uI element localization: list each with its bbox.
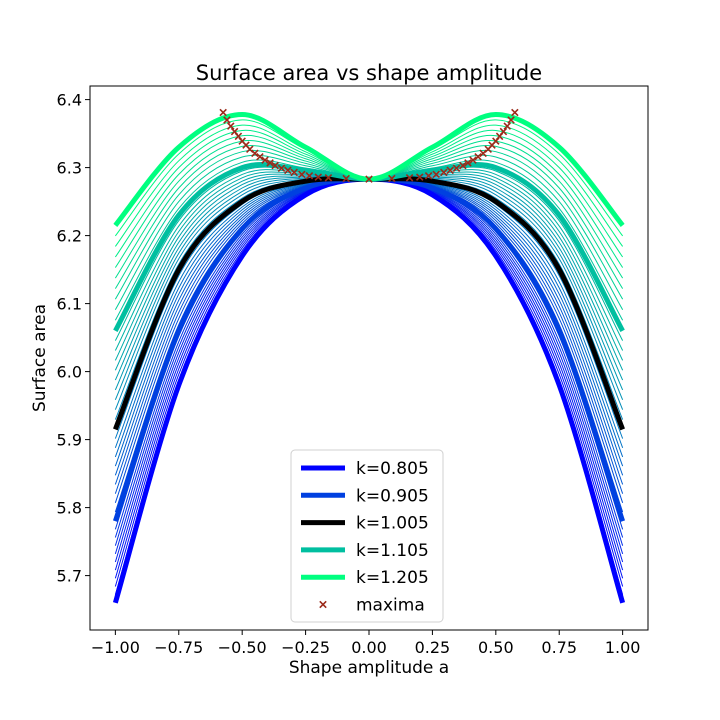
maxima-marker xyxy=(507,116,515,124)
maxima-marker xyxy=(305,171,314,180)
maxima-marker xyxy=(277,164,286,173)
maxima-marker xyxy=(314,173,323,181)
legend-label: k=1.205 xyxy=(356,568,429,588)
x-tick-label: −0.25 xyxy=(281,638,330,657)
series-line-5 xyxy=(113,112,625,227)
legend-label: k=0.805 xyxy=(356,459,429,479)
maxima-marker xyxy=(446,166,454,175)
maxima-marker xyxy=(415,173,424,181)
maxima-marker xyxy=(284,166,292,175)
maxima-marker xyxy=(432,170,440,179)
maxima-marker xyxy=(459,161,467,170)
x-tick-label: 0.00 xyxy=(351,638,387,657)
y-tick-label: 5.8 xyxy=(57,499,82,518)
maxima-markers-group xyxy=(219,108,519,183)
maxima-marker xyxy=(452,164,461,173)
x-tick-label: 0.50 xyxy=(478,638,514,657)
thin-curve xyxy=(114,145,624,289)
maxima-marker xyxy=(219,108,227,117)
x-tick-label: −0.75 xyxy=(154,638,203,657)
maxima-marker xyxy=(261,156,269,164)
y-tick-label: 5.7 xyxy=(57,567,82,586)
maxima-marker xyxy=(365,175,373,183)
y-axis: 5.7 5.8 5.9 6.0 6.1 6.2 6.3 6.4 xyxy=(57,91,90,586)
y-tick-label: 6.3 xyxy=(57,159,82,178)
legend-items: k=0.805 k=0.905 k=1.005 k=1.105 k=1.205 maxim… xyxy=(301,459,429,616)
maxima-marker xyxy=(464,159,472,167)
maxima-marker xyxy=(324,174,333,182)
maxima-marker xyxy=(290,168,298,177)
maxima-marker xyxy=(388,174,396,183)
legend: k=0.805 k=0.905 k=1.005 k=1.105 k=1.205 maxim… xyxy=(290,449,444,623)
y-tick-label: 6.1 xyxy=(57,295,82,314)
maxima-marker xyxy=(469,156,477,164)
maxima-marker xyxy=(256,152,264,161)
maxima-marker xyxy=(474,152,482,161)
maxima-marker xyxy=(424,171,433,180)
x-tick-label: 0.25 xyxy=(415,638,451,657)
y-tick-label: 6.0 xyxy=(57,363,82,382)
y-axis-label: Surface area xyxy=(30,304,50,412)
maxima-marker xyxy=(405,174,414,182)
chart-title: Surface area vs shape amplitude xyxy=(196,61,542,85)
legend-maxima-marker xyxy=(319,600,327,609)
maxima-marker xyxy=(511,108,519,117)
legend-label: k=1.105 xyxy=(356,541,429,561)
maxima-marker xyxy=(499,127,508,136)
maxima-marker xyxy=(298,170,306,179)
maxima-marker xyxy=(251,149,259,158)
y-tick-label: 6.2 xyxy=(57,227,82,246)
x-axis-label: Shape amplitude a xyxy=(289,658,449,678)
thin-curve xyxy=(114,178,624,494)
x-tick-label: 0.75 xyxy=(541,638,577,657)
maxima-marker xyxy=(266,159,274,167)
maxima-marker xyxy=(271,161,279,170)
legend-label: k=1.005 xyxy=(356,514,429,534)
maxima-marker xyxy=(503,122,511,130)
y-tick-label: 6.4 xyxy=(57,91,82,110)
thin-curve xyxy=(114,139,624,279)
legend-label: maxima xyxy=(356,596,425,616)
maxima-marker xyxy=(440,168,448,177)
x-tick-label: −0.50 xyxy=(218,638,267,657)
x-tick-label: 1.00 xyxy=(605,638,641,657)
maxima-marker xyxy=(223,116,231,124)
y-tick-label: 5.9 xyxy=(57,431,82,450)
legend-label: k=0.905 xyxy=(356,486,429,506)
x-tick-label: −1.00 xyxy=(91,638,140,657)
x-axis: −1.00 −0.75 −0.50 −0.25 0.00 0.25 0.50 0.75 1.00 xyxy=(91,630,641,657)
maxima-marker xyxy=(227,122,235,130)
maxima-marker xyxy=(342,174,350,183)
